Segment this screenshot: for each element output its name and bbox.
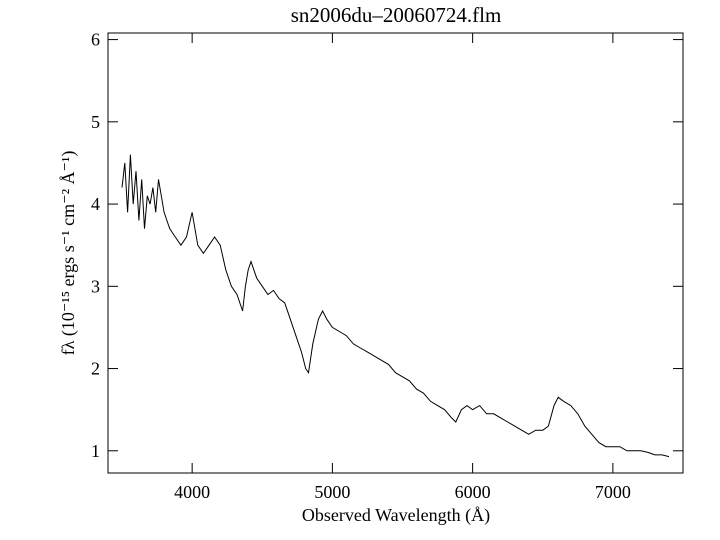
y-tick-label: 4 [91,194,100,214]
spectrum-line [121,154,670,458]
x-tick-label: 4000 [174,482,210,502]
chart-title: sn2006du–20060724.flm [291,3,502,27]
x-tick-label: 6000 [455,482,491,502]
y-tick-label: 6 [91,30,100,50]
y-tick-label: 5 [91,112,100,132]
x-tick-label: 7000 [595,482,631,502]
plot-frame [107,32,684,474]
y-tick-label: 1 [91,441,100,461]
y-tick-label: 2 [91,359,100,379]
x-tick-label: 5000 [314,482,350,502]
y-tick-label: 3 [91,276,100,296]
y-axis-label: fλ (10⁻¹⁵ ergs s⁻¹ cm⁻² Å⁻¹) [58,151,79,356]
x-axis-label: Observed Wavelength (Å) [302,505,490,526]
